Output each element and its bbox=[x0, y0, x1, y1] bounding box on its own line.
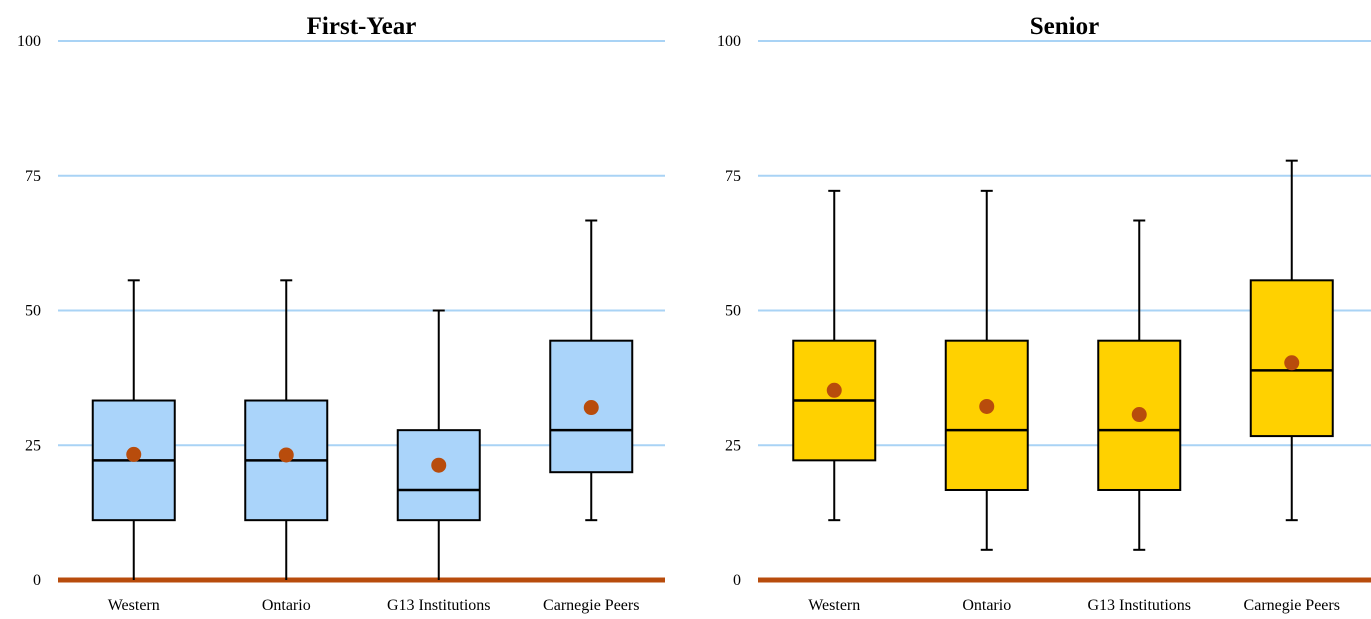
x-category-label: Western bbox=[808, 597, 860, 614]
x-category-label: Ontario bbox=[262, 597, 311, 614]
y-tick-label: 100 bbox=[717, 33, 741, 50]
mean-marker bbox=[126, 446, 142, 462]
y-tick-label: 25 bbox=[25, 437, 41, 454]
x-category-label: G13 Institutions bbox=[387, 597, 491, 614]
y-tick-label: 100 bbox=[17, 33, 41, 50]
box-iqr bbox=[944, 339, 1029, 491]
chart-panel-senior: 0 25 50 75 100 Senior Western Ontario G13 Instit… bbox=[717, 13, 1371, 614]
mean-marker bbox=[583, 400, 599, 416]
y-tick-label: 0 bbox=[733, 572, 741, 589]
chart-title: Senior bbox=[1030, 13, 1099, 40]
x-category-label: G13 Institutions bbox=[1087, 597, 1191, 614]
y-tick-label: 0 bbox=[33, 572, 41, 589]
mean-marker bbox=[278, 447, 294, 463]
mean-marker bbox=[1284, 355, 1300, 371]
mean-marker bbox=[826, 382, 842, 398]
box-iqr bbox=[396, 429, 481, 522]
y-tick-label: 75 bbox=[725, 168, 741, 185]
x-category-label: Carnegie Peers bbox=[543, 597, 639, 614]
x-category-label: Carnegie Peers bbox=[1244, 597, 1340, 614]
x-category-label: Ontario bbox=[962, 597, 1011, 614]
mean-marker bbox=[431, 457, 447, 473]
chart-title: First-Year bbox=[307, 13, 417, 40]
y-tick-label: 50 bbox=[725, 303, 741, 320]
y-tick-label: 75 bbox=[25, 168, 41, 185]
y-tick-label: 50 bbox=[25, 303, 41, 320]
mean-marker bbox=[979, 398, 995, 414]
mean-marker bbox=[1131, 407, 1147, 423]
chart-panel-first-year: 0 25 50 75 100 First-Year Western Ontario G13 In… bbox=[17, 13, 665, 614]
x-category-label: Western bbox=[108, 597, 160, 614]
y-tick-label: 25 bbox=[725, 437, 741, 454]
